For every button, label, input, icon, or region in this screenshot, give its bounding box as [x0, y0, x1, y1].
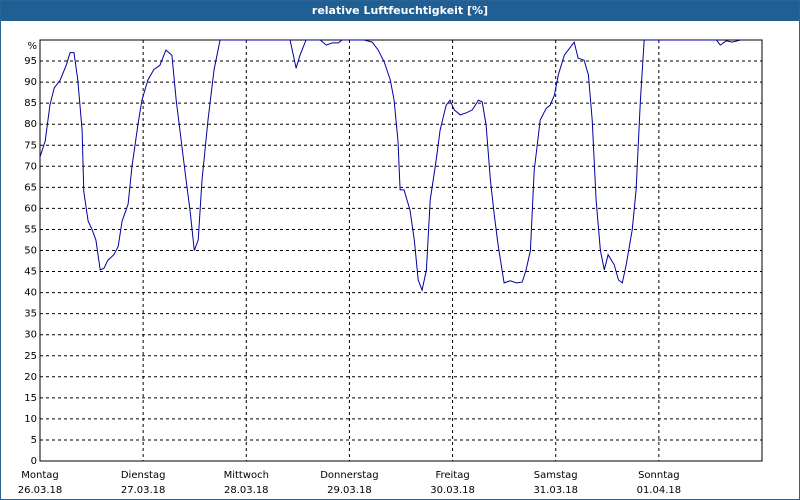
x-tick-date: 31.03.18 [533, 485, 578, 496]
y-tick-label: 75 [24, 140, 37, 151]
y-tick-label: 85 [24, 98, 37, 109]
y-tick-label: 0 [31, 456, 37, 467]
y-tick-label: 35 [24, 309, 37, 320]
y-tick-label: 30 [24, 330, 37, 341]
chart-title: relative Luftfeuchtigkeit [%] [312, 4, 488, 17]
x-tick-label: Mittwoch [224, 470, 269, 481]
y-tick-label: 95 [24, 56, 37, 67]
y-tick-label: 60 [24, 203, 37, 214]
x-tick-date: 29.03.18 [327, 485, 372, 496]
y-tick-label: 90 [24, 77, 37, 88]
y-tick-label: % [27, 41, 37, 52]
y-tick-label: 65 [24, 182, 37, 193]
x-tick-label: Sonntag [638, 470, 680, 481]
y-tick-label: 70 [24, 161, 37, 172]
y-tick-label: 55 [24, 224, 37, 235]
x-tick-date: 28.03.18 [224, 485, 269, 496]
x-tick-date: 27.03.18 [121, 485, 166, 496]
y-tick-label: 10 [24, 414, 37, 425]
data-line [40, 40, 741, 292]
y-tick-label: 15 [24, 393, 37, 404]
y-tick-label: 45 [24, 267, 37, 278]
x-tick-label: Montag [21, 470, 58, 481]
x-tick-date: 01.04.18 [637, 485, 682, 496]
y-tick-label: 80 [24, 119, 37, 130]
y-tick-label: 25 [24, 351, 37, 362]
title-bar [1, 1, 799, 21]
y-tick-label: 40 [24, 288, 37, 299]
x-tick-label: Dienstag [121, 470, 166, 481]
x-tick-label: Donnerstag [320, 470, 378, 481]
x-tick-label: Freitag [435, 470, 469, 481]
y-tick-label: 20 [24, 372, 37, 383]
x-tick-date: 26.03.18 [18, 485, 63, 496]
y-tick-label: 50 [24, 246, 37, 257]
y-tick-label: 5 [31, 435, 37, 446]
x-tick-label: Samstag [534, 470, 578, 481]
x-tick-date: 30.03.18 [430, 485, 475, 496]
